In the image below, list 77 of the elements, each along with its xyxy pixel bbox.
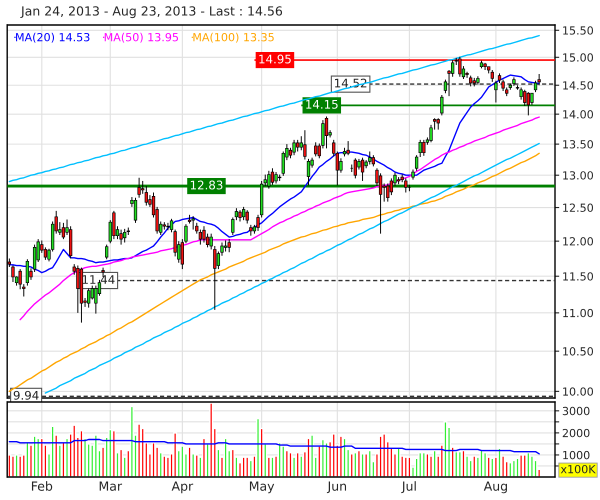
y-tick-label: 15.00	[563, 53, 594, 62]
ref-line-label: 14.95	[259, 54, 291, 64]
y-tick-label: 13.50	[563, 140, 594, 148]
candlestick	[306, 158, 310, 186]
y-tick-label: 1000	[563, 450, 590, 460]
y-tick-label: 2000	[562, 428, 590, 438]
candlestick	[360, 157, 364, 182]
candlestick	[267, 170, 270, 190]
line-series	[8, 438, 540, 455]
x-tick-label: Jul	[401, 481, 416, 494]
chart-title: Jan 24, 2013 - Aug 23, 2013 - Last : 14.56	[20, 6, 282, 18]
candlestick	[346, 140, 350, 156]
line-series	[19, 116, 540, 320]
candlestick	[378, 172, 382, 234]
candlestick	[242, 206, 246, 221]
x-tick-label: Jun	[326, 482, 346, 494]
candlestick	[440, 94, 444, 116]
candlestick	[458, 56, 462, 78]
candlestick	[270, 168, 274, 186]
candlestick	[134, 197, 138, 224]
ref-line-label: 11.44	[82, 275, 115, 284]
candlestick	[404, 178, 408, 193]
candlestick	[526, 92, 530, 116]
legend-label: MA(100) 13.35	[193, 32, 274, 43]
x-tick-label: Feb	[32, 481, 52, 491]
candlestick	[292, 139, 296, 156]
candlestick	[490, 70, 494, 82]
line-series	[8, 34, 540, 182]
candlestick	[372, 154, 376, 167]
candlestick	[324, 116, 328, 149]
candlestick	[202, 226, 206, 244]
candlestick	[26, 258, 30, 286]
candlestick	[249, 224, 252, 236]
candlestick	[238, 210, 242, 222]
candlestick	[224, 240, 228, 252]
y-tick-label: 14.00	[563, 110, 594, 119]
candlestick	[296, 139, 300, 152]
ref-line-label: 12.83	[190, 180, 222, 190]
x-tick-label: Aug	[484, 482, 507, 494]
y-tick-label: 3000	[562, 406, 590, 416]
y-tick-label: 13.00	[563, 171, 594, 180]
y-tick-label: 11.00	[563, 308, 594, 318]
legend-label: MA(20) 14.53	[16, 32, 90, 43]
candlestick	[246, 210, 249, 224]
candlestick	[228, 238, 231, 253]
candlestick	[119, 229, 123, 246]
candlestick	[137, 177, 141, 198]
y-tick-label: 14.50	[563, 81, 594, 90]
candlestick	[422, 139, 426, 156]
candlestick	[314, 142, 318, 157]
x-tick-label: Apr	[172, 482, 194, 494]
candlestick	[303, 130, 307, 160]
x-tick-label: May	[250, 482, 274, 494]
y-tick-label: 12.50	[563, 204, 594, 212]
candlestick	[62, 222, 66, 240]
candlestick	[112, 210, 116, 240]
candlestick	[530, 92, 534, 106]
y-tick-label: 10.50	[563, 347, 594, 356]
y-tick-label: 12.00	[563, 237, 594, 246]
x-tick-label: Mar	[100, 482, 122, 491]
candlestick	[123, 228, 126, 244]
candlestick	[354, 158, 357, 179]
candlestick	[274, 172, 278, 184]
candlestick	[368, 150, 372, 165]
candlestick	[87, 288, 90, 308]
y-tick-label: 15.50	[563, 26, 594, 35]
ref-line-label: 14.15	[306, 100, 338, 109]
legend-label: MA(50) 13.95	[104, 32, 178, 43]
y-tick-label: 11.50	[563, 272, 594, 281]
candlestick	[469, 75, 472, 87]
text: x100K	[560, 464, 596, 474]
candlestick	[192, 216, 195, 230]
candlestick	[411, 169, 415, 180]
ref-line-label: 9.94	[14, 390, 39, 400]
candlestick	[436, 118, 440, 130]
candlestick	[105, 244, 108, 260]
y-tick-label: 10.00	[563, 387, 594, 396]
